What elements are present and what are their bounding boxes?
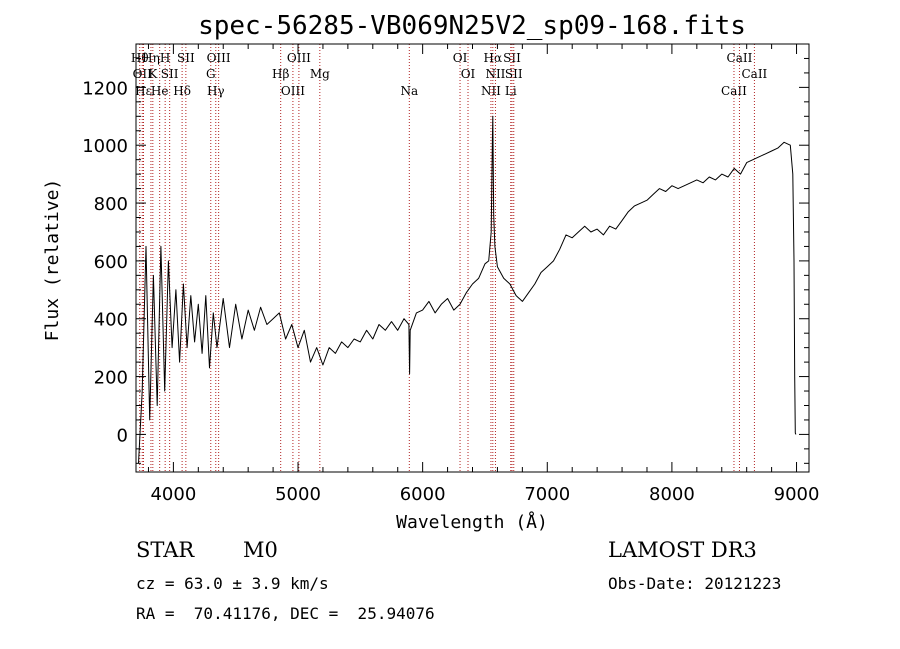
- y-tick-label: 400: [94, 310, 128, 331]
- line-marker-label: SII: [503, 51, 521, 65]
- line-marker-label: SII: [161, 67, 179, 81]
- survey-name: LAMOST DR3: [608, 538, 757, 562]
- y-tick-label: 1000: [82, 136, 128, 157]
- line-marker-label: Hγ: [207, 84, 225, 98]
- y-axis-ticks: 0 200 400 600 800 1000 1200: [82, 57, 809, 464]
- line-marker-label: CaII: [741, 67, 767, 81]
- x-tick-label: 8000: [649, 484, 695, 505]
- redshift-readout: cz = 63.0 ± 3.9 km/s: [136, 574, 329, 593]
- chart-title: spec-56285-VB069N25V2_sp09-168.fits: [198, 11, 746, 41]
- line-marker-label: CaII: [727, 51, 753, 65]
- line-marker-label: OIII: [207, 51, 231, 65]
- line-marker-label: OIII: [281, 84, 305, 98]
- coordinates-readout: RA = 70.41176, DEC = 25.94076: [136, 604, 435, 623]
- observation-date: Obs-Date: 20121223: [608, 574, 782, 593]
- plot-frame: [135, 43, 810, 473]
- x-tick-label: 9000: [774, 484, 820, 505]
- object-class: STAR: [136, 538, 195, 562]
- line-marker-label: OII: [133, 67, 153, 81]
- line-marker-label: OI: [453, 51, 468, 65]
- spectrum-chart: spec-56285-VB069N25V2_sp09-168.fits HθOI…: [42, 11, 820, 533]
- series-group: [138, 115, 797, 464]
- line-marker-label: SII: [177, 51, 195, 65]
- line-marker-label: Hδ: [173, 84, 191, 98]
- x-axis-label: Wavelength (Å): [396, 511, 548, 533]
- line-marker-label: Hη: [142, 51, 160, 65]
- x-tick-label: 5000: [275, 484, 321, 505]
- line-marker-label: Hε: [135, 84, 152, 98]
- line-marker-label: NII: [481, 84, 501, 98]
- y-tick-label: 800: [94, 194, 128, 215]
- line-marker-label: Li: [505, 84, 517, 98]
- line-marker-label: Na: [400, 84, 418, 98]
- line-marker-label: NII: [485, 67, 505, 81]
- line-marker-label: Mg: [310, 67, 330, 81]
- line-marker-label: CaII: [721, 84, 747, 98]
- spectrum-series-line: [138, 115, 797, 464]
- line-marker-label: SII: [505, 67, 523, 81]
- line-marker-label: K: [148, 67, 158, 81]
- line-marker-label: OI: [461, 67, 476, 81]
- line-marker-label: OIII: [287, 51, 311, 65]
- x-axis-ticks: 4000 5000 6000 7000 8000 9000: [147, 44, 820, 505]
- line-markers: HθOIIHεHηKHeHSIIHδSIIGHγOIIIHβOIIIOIIIMg…: [131, 44, 768, 472]
- line-marker-label: G: [206, 67, 216, 81]
- x-tick-label: 7000: [524, 484, 570, 505]
- line-marker-label: He: [151, 84, 169, 98]
- y-tick-label: 0: [117, 425, 128, 446]
- x-tick-label: 4000: [150, 484, 196, 505]
- y-axis-label: Flux (relative): [42, 179, 63, 342]
- y-tick-label: 200: [94, 368, 128, 389]
- y-tick-label: 1200: [82, 78, 128, 99]
- line-marker-label: Hβ: [272, 67, 289, 81]
- object-subclass: M0: [243, 538, 278, 562]
- line-marker-label: Hα: [484, 51, 503, 65]
- line-marker-label: H: [160, 51, 170, 65]
- x-tick-label: 6000: [400, 484, 446, 505]
- y-tick-label: 600: [94, 252, 128, 273]
